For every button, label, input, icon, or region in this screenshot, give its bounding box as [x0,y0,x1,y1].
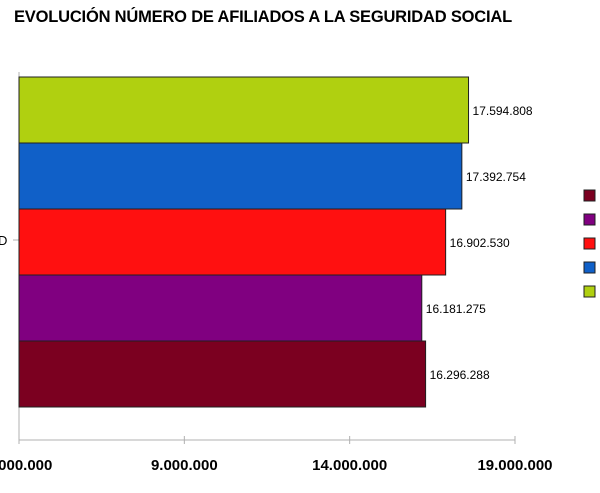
legend-swatch-2 [583,213,596,226]
x-tick-label-4: 19.000.000 [477,457,552,474]
bar-1 [18,340,427,408]
x-tick-label-1: 4.000.000 [0,457,52,474]
legend-swatch-1 [583,189,596,202]
category-label: D [0,233,7,248]
legend [583,189,596,298]
bars-group [18,76,470,408]
bar-3 [18,208,447,276]
x-axis-ticks: 4.000.000 9.000.000 14.000.000 19.000.000 [0,436,553,474]
chart-title: EVOLUCIÓN NÚMERO DE AFILIADOS A LA SEGUR… [14,8,512,26]
legend-swatch-4 [583,261,596,274]
data-label-5: 17.594.808 [473,104,533,118]
data-labels-group: 16.296.288 16.181.275 16.902.530 17.392.754… [426,104,533,382]
data-label-4: 17.392.754 [466,170,526,184]
x-tick-label-2: 9.000.000 [151,457,218,474]
bar-4 [18,142,463,210]
x-tick-label-3: 14.000.000 [312,457,387,474]
bar-5 [18,76,470,144]
data-label-3: 16.902.530 [450,236,510,250]
legend-swatch-5 [583,285,596,298]
data-label-1: 16.296.288 [430,368,490,382]
legend-swatch-3 [583,237,596,250]
bar-2 [18,274,423,342]
data-label-2: 16.181.275 [426,302,486,316]
